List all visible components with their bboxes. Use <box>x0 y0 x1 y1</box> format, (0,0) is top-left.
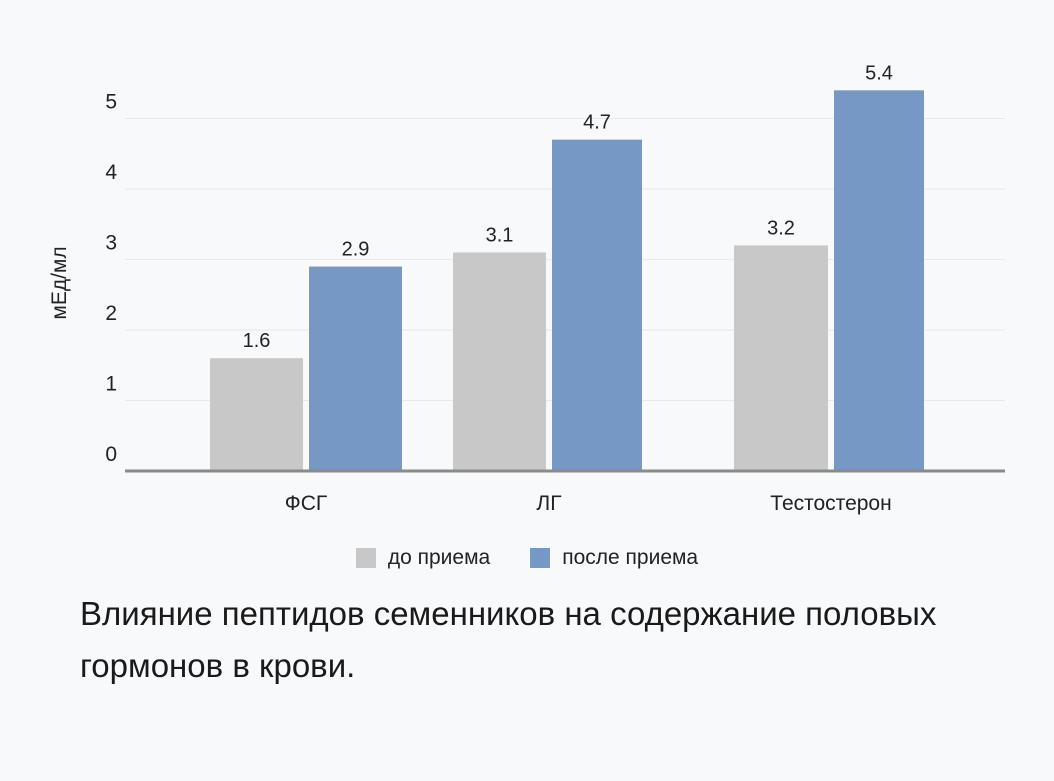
legend-item-before: до приема <box>355 546 491 570</box>
chart-caption: Влияние пептидов семенников на содержани… <box>80 595 937 684</box>
y-tick-label: 5 <box>105 91 117 114</box>
data-label: 4.7 <box>583 112 611 134</box>
category-label: ФСГ <box>285 492 328 515</box>
bar <box>734 245 828 471</box>
category-label: ЛГ <box>536 492 561 515</box>
bar-chart-svg: 0 1 2 3 4 5 мЕд/мл 1.6 2.9 ФСГ 3.1 4.7 ЛГ 3.2 5.4 Тесто… <box>48 62 1005 515</box>
y-tick-label: 3 <box>105 232 117 255</box>
data-label: 5.4 <box>865 62 893 84</box>
data-label: 1.6 <box>243 330 271 352</box>
bar <box>210 358 303 471</box>
y-tick-label: 0 <box>105 443 117 466</box>
data-label: 3.2 <box>767 217 795 239</box>
y-tick-label: 1 <box>105 373 117 396</box>
category-label: Тестостерон <box>770 492 891 515</box>
bar <box>552 139 642 471</box>
y-tick-label: 2 <box>105 302 117 325</box>
legend: до приема после приема <box>0 546 1054 570</box>
legend-swatch-after <box>530 548 551 568</box>
data-label: 2.9 <box>342 239 370 261</box>
legend-item-after: после приема <box>530 546 698 570</box>
bar <box>309 266 402 471</box>
chart: 0 1 2 3 4 5 мЕд/мл 1.6 2.9 ФСГ 3.1 4.7 ЛГ 3.2 5.4 Тесто… <box>48 62 1005 515</box>
y-tick-label: 4 <box>105 161 117 184</box>
data-label: 3.1 <box>486 224 514 246</box>
bar <box>834 90 924 472</box>
bar <box>453 252 546 471</box>
legend-label-after: после приема <box>562 546 699 569</box>
legend-label-before: до приема <box>387 546 491 569</box>
y-axis-label: мЕд/мл <box>48 246 71 319</box>
legend-swatch-before <box>355 548 376 568</box>
